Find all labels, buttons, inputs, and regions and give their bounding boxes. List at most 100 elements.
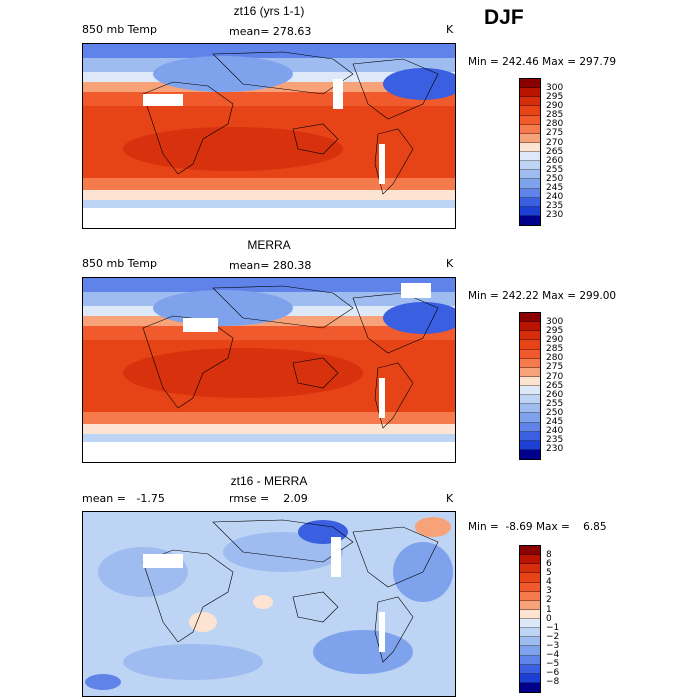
colorbar-swatch: [520, 404, 540, 414]
panel-2-title: MERRA: [247, 238, 291, 252]
colorbar-swatch: [520, 170, 540, 180]
colorbar-tick-label: 255: [546, 164, 564, 175]
colorbar-swatch: [520, 115, 540, 125]
colorbar-tick-label: −6: [546, 668, 560, 679]
panel-1-variable-label: 850 mb Temp: [82, 23, 158, 36]
colorbar-tick-label: 280: [546, 119, 564, 130]
panel-2-colorbar: [519, 312, 541, 460]
colorbar-tick-label: −2: [546, 631, 560, 642]
panel-2-min-max: Min = 242.22 Max = 299.00: [468, 290, 617, 302]
colorbar-swatch: [520, 313, 540, 323]
colorbar-swatch: [520, 215, 540, 225]
colorbar-tick-label: −8: [546, 677, 560, 688]
season-label: DJF: [484, 6, 524, 29]
colorbar-tick-label: 285: [546, 344, 564, 355]
colorbar-swatch: [520, 179, 540, 189]
panel-2-colorbar-labels: 300 295 290 285 280 275 270 265 260 255 …: [546, 317, 564, 455]
colorbar-swatch: [520, 440, 540, 450]
colorbar-swatch: [520, 206, 540, 216]
colorbar-swatch: [520, 133, 540, 143]
colorbar-swatch: [520, 449, 540, 459]
colorbar-swatch: [520, 79, 540, 89]
panel-1-title: zt16 (yrs 1-1): [233, 4, 305, 18]
colorbar-tick-label: 270: [546, 371, 564, 382]
colorbar-swatch: [520, 358, 540, 368]
colorbar-swatch: [520, 628, 540, 638]
colorbar-swatch: [520, 546, 540, 556]
colorbar-tick-label: 5: [546, 568, 552, 579]
colorbar-swatch: [520, 152, 540, 162]
colorbar-swatch: [520, 367, 540, 377]
colorbar-swatch: [520, 637, 540, 647]
colorbar-swatch: [520, 582, 540, 592]
panel-2-unit-label: K: [446, 257, 454, 270]
colorbar-swatch: [520, 591, 540, 601]
colorbar-tick-label: 275: [546, 362, 564, 373]
colorbar-tick-label: 265: [546, 380, 564, 391]
colorbar-tick-label: 6: [546, 559, 552, 570]
colorbar-tick-label: −4: [546, 650, 560, 661]
colorbar-tick-label: 235: [546, 435, 564, 446]
colorbar-swatch: [520, 600, 540, 610]
panel-3-title: zt16 - MERRA: [230, 474, 308, 488]
colorbar-tick-label: 235: [546, 201, 564, 212]
panel-3-colorbar-labels: 8 6 5 4 3 2 1 0 −1 −2 −3 −4 −5 −6 −8: [546, 550, 560, 688]
colorbar-swatch: [520, 97, 540, 107]
panel-3-unit-label: K: [446, 492, 454, 505]
panel-1-mean-label: mean= 278.63: [229, 25, 312, 38]
panel-2-map: [82, 277, 456, 463]
panel-1-map: [82, 43, 456, 229]
colorbar-tick-label: 290: [546, 101, 564, 112]
colorbar-tick-label: −3: [546, 640, 560, 651]
colorbar-swatch: [520, 322, 540, 332]
colorbar-swatch: [520, 646, 540, 656]
colorbar-tick-label: −5: [546, 659, 560, 670]
colorbar-swatch: [520, 619, 540, 629]
colorbar-swatch: [520, 386, 540, 396]
colorbar-swatch: [520, 188, 540, 198]
panel-3-rmse-label: rmse = 2.09: [229, 492, 308, 505]
colorbar-swatch: [520, 431, 540, 441]
colorbar-swatch: [520, 573, 540, 583]
colorbar-tick-label: 0: [546, 613, 552, 624]
panel-1-unit-label: K: [446, 23, 454, 36]
colorbar-tick-label: 4: [546, 577, 552, 588]
colorbar-tick-label: 290: [546, 335, 564, 346]
colorbar-swatch: [520, 673, 540, 683]
colorbar-swatch: [520, 682, 540, 692]
panel-1-colorbar-labels: 300 295 290 285 280 275 270 265 260 255 …: [546, 83, 564, 220]
colorbar-tick-label: 255: [546, 398, 564, 409]
colorbar-tick-label: 245: [546, 417, 564, 428]
colorbar-swatch: [520, 161, 540, 171]
colorbar-tick-label: 280: [546, 353, 564, 364]
colorbar-tick-label: 300: [546, 83, 564, 93]
colorbar-swatch: [520, 124, 540, 134]
colorbar-swatch: [520, 395, 540, 405]
colorbar-tick-label: 295: [546, 326, 564, 337]
panel-2-temperature-field: [83, 278, 455, 462]
colorbar-swatch: [520, 564, 540, 574]
colorbar-tick-label: 270: [546, 137, 564, 148]
colorbar-swatch: [520, 88, 540, 98]
colorbar-tick-label: 230: [546, 444, 564, 455]
colorbar-swatch: [520, 376, 540, 386]
colorbar-tick-label: 250: [546, 407, 564, 418]
colorbar-swatch: [520, 142, 540, 152]
colorbar-tick-label: 275: [546, 128, 564, 139]
colorbar-tick-label: 8: [546, 550, 552, 560]
panel-3-min-max: Min = -8.69 Max = 6.85: [468, 521, 607, 533]
colorbar-swatch: [520, 331, 540, 341]
colorbar-swatch: [520, 106, 540, 116]
colorbar-swatch: [520, 664, 540, 674]
colorbar-swatch: [520, 555, 540, 565]
panel-1-min-max: Min = 242.46 Max = 297.79: [468, 56, 617, 68]
panel-3-difference-field: [83, 512, 455, 696]
colorbar-swatch: [520, 413, 540, 423]
colorbar-tick-label: 245: [546, 183, 564, 194]
colorbar-swatch: [520, 340, 540, 350]
colorbar-tick-label: 3: [546, 586, 552, 597]
colorbar-tick-label: 265: [546, 146, 564, 157]
colorbar-tick-label: 2: [546, 595, 552, 606]
panel-3-map: [82, 511, 456, 697]
colorbar-swatch: [520, 422, 540, 432]
